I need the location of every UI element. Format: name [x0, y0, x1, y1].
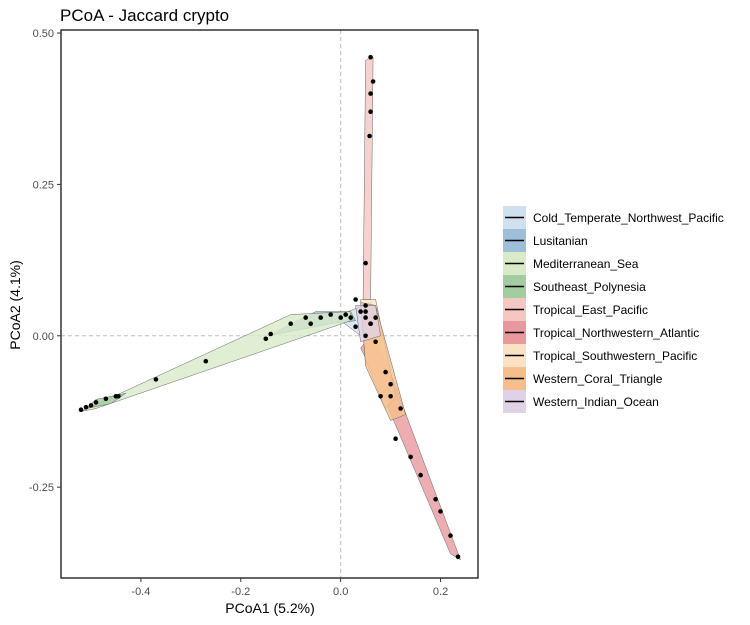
x-tick-label: -0.2 — [231, 586, 250, 598]
point-8-1 — [368, 321, 373, 327]
x-tick-label: 0.0 — [333, 586, 348, 598]
point-1-2 — [303, 315, 309, 320]
point-1-1 — [288, 321, 294, 327]
y-tick-label: 0.25 — [33, 179, 54, 191]
hull-8 — [355, 305, 381, 343]
point-3-1 — [93, 400, 99, 405]
x-axis-title: PCoA1 (5.2%) — [225, 600, 314, 616]
point-5-2 — [408, 454, 413, 460]
point-5-4 — [433, 497, 438, 502]
point-7-1 — [373, 339, 378, 345]
legend-label-5: Tropical_Northwestern_Atlantic — [533, 326, 699, 340]
point-0-0 — [348, 315, 354, 320]
point-5-6 — [448, 533, 453, 538]
point-2-5 — [263, 336, 269, 342]
point-4-6 — [353, 297, 358, 302]
y-tick-label: 0.00 — [33, 331, 54, 343]
point-6-2 — [383, 369, 388, 375]
point-4-0 — [368, 54, 373, 60]
point-2-3 — [153, 377, 159, 382]
y-axis-ticks: 0.50 0.25 0.00 -0.25 — [29, 28, 61, 494]
x-tick-label: -0.4 — [131, 586, 150, 598]
chart-title: PCoA - Jaccard crypto — [60, 6, 229, 25]
point-0-1 — [363, 309, 368, 314]
legend-label-1: Lusitanian — [533, 234, 588, 248]
point-4-1 — [370, 79, 376, 84]
plot-area — [60, 29, 479, 579]
point-3-2 — [103, 396, 109, 402]
point-0-3 — [353, 324, 358, 330]
point-8-2 — [363, 333, 368, 339]
point-5-0 — [378, 394, 383, 399]
point-2-1 — [88, 403, 94, 408]
point-5-3 — [418, 472, 423, 478]
point-7-2 — [388, 381, 393, 387]
point-1-4 — [328, 312, 334, 317]
point-8-0 — [358, 309, 363, 314]
legend-label-3: Southeast_Polynesia — [533, 280, 646, 294]
point-7-3 — [398, 406, 403, 411]
point-5-5 — [438, 509, 443, 514]
x-tick-label: 0.2 — [433, 586, 448, 598]
legend-label-4: Tropical_East_Pacific — [533, 303, 648, 317]
point-2-4 — [203, 358, 209, 364]
legend-label-6: Tropical_Southwestern_Pacific — [533, 349, 697, 363]
x-axis-ticks: -0.4 -0.2 0.0 0.2 — [131, 578, 448, 598]
legend-label-8: Western_Indian_Ocean — [533, 395, 659, 409]
legend-label-2: Mediterranean_Sea — [533, 257, 639, 271]
point-6-3 — [388, 394, 393, 399]
y-tick-label: -0.25 — [29, 482, 54, 494]
point-7-0 — [363, 315, 368, 320]
legend: Cold_Temperate_Northwest_Pacific Lusitani… — [503, 206, 724, 413]
point-6-1 — [373, 315, 378, 320]
panel-border — [60, 29, 479, 579]
y-axis-title: PCoA2 (4.1%) — [7, 260, 23, 349]
point-5-1 — [393, 436, 398, 442]
point-2-7 — [338, 315, 344, 320]
point-4-3 — [368, 109, 373, 114]
point-4-2 — [368, 91, 373, 96]
y-tick-label: 0.50 — [33, 28, 54, 40]
legend-label-0: Cold_Temperate_Northwest_Pacific — [533, 211, 724, 225]
point-2-6 — [308, 321, 314, 327]
point-1-5 — [343, 312, 349, 317]
point-1-3 — [318, 315, 324, 320]
point-4-5 — [363, 260, 368, 266]
point-2-0 — [78, 407, 84, 413]
point-3-0 — [83, 404, 89, 410]
point-6-0 — [363, 303, 368, 308]
legend-label-7: Western_Coral_Triangle — [533, 372, 663, 386]
point-4-4 — [367, 133, 372, 139]
point-3-3 — [116, 394, 121, 399]
point-1-0 — [268, 331, 274, 337]
point-5-7 — [455, 554, 461, 560]
